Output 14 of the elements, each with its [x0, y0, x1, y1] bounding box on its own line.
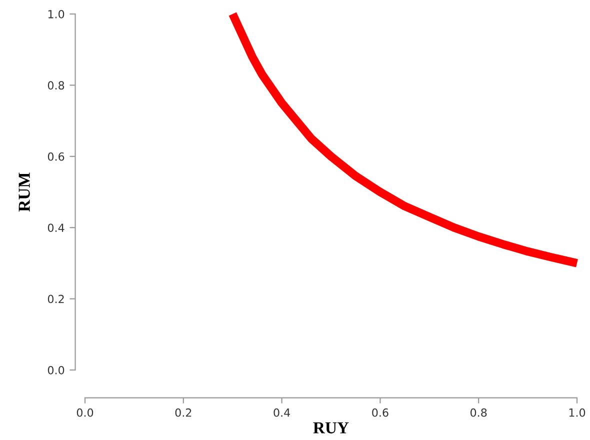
x-tick-label: 0.6 — [372, 408, 388, 417]
y-tick-label: 0.8 — [48, 81, 64, 90]
y-tick-label: 1.0 — [48, 10, 64, 18]
y-tick-label: 0.4 — [48, 224, 64, 232]
y-tick-label: 0.6 — [48, 152, 64, 161]
x-tick-label: 0.0 — [76, 408, 94, 417]
x-tick-label: 1.0 — [569, 408, 586, 417]
y-tick-label: 0.0 — [48, 366, 64, 374]
y-axis-title: RUM — [18, 172, 30, 212]
x-tick-label: 0.4 — [274, 408, 290, 417]
x-axis-title: RUY — [313, 422, 349, 434]
x-tick-label: 0.2 — [175, 408, 192, 417]
y-tick-label: 0.2 — [48, 294, 64, 304]
x-tick-label: 0.8 — [470, 408, 487, 417]
